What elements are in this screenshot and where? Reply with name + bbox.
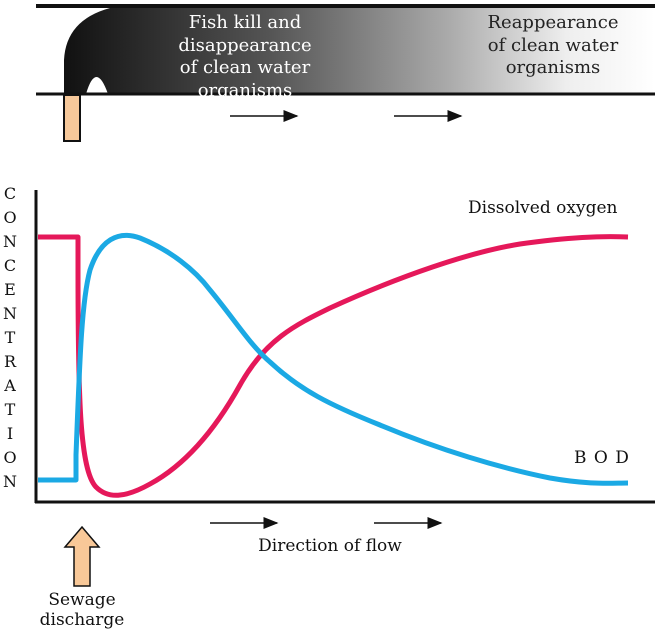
river-label-left-line2: disappearance xyxy=(178,34,312,56)
y-axis-letter: E xyxy=(4,280,16,299)
bod-curve xyxy=(38,232,629,486)
y-axis-letter: O xyxy=(3,448,17,467)
y-axis-letter: T xyxy=(4,328,16,347)
river-label-left-line1: Fish kill and xyxy=(188,12,302,33)
y-axis-letter: C xyxy=(3,256,17,275)
river-label-left: Fish kill and disappearance of clean wat… xyxy=(130,12,360,102)
bod-label: B O D xyxy=(574,448,630,468)
y-axis-letter: R xyxy=(3,352,17,371)
dissolved-oxygen-curve xyxy=(38,234,629,498)
direction-of-flow-label: Direction of flow xyxy=(258,536,402,556)
river-label-right: Reappearance of clean water organisms xyxy=(478,12,628,80)
sewage-discharge-line2: discharge xyxy=(39,610,125,631)
river-label-right-line1: Reappearance xyxy=(487,12,619,33)
dissolved-oxygen-label: Dissolved oxygen xyxy=(468,198,618,218)
sewage-pipe xyxy=(63,94,81,142)
river-label-right-line3: organisms xyxy=(505,57,601,78)
y-axis-letter: C xyxy=(3,184,17,203)
sewage-discharge-label: Sewage discharge xyxy=(22,590,142,631)
y-axis-letter: T xyxy=(4,400,16,419)
sewage-discharge-line1: Sewage xyxy=(48,590,116,610)
pollution-plume xyxy=(64,8,655,94)
y-axis-letter: N xyxy=(3,232,17,251)
y-axis-letter: N xyxy=(3,472,17,491)
y-axis-letter: O xyxy=(3,208,17,227)
y-axis-letter: A xyxy=(4,376,16,395)
sewage-discharge-arrow-icon xyxy=(63,525,101,587)
river-label-right-line2: of clean water xyxy=(487,34,619,56)
river-label-left-line3: of clean water organisms xyxy=(179,57,311,101)
y-axis-letter: N xyxy=(3,304,17,323)
y-axis-letter: I xyxy=(6,424,14,443)
